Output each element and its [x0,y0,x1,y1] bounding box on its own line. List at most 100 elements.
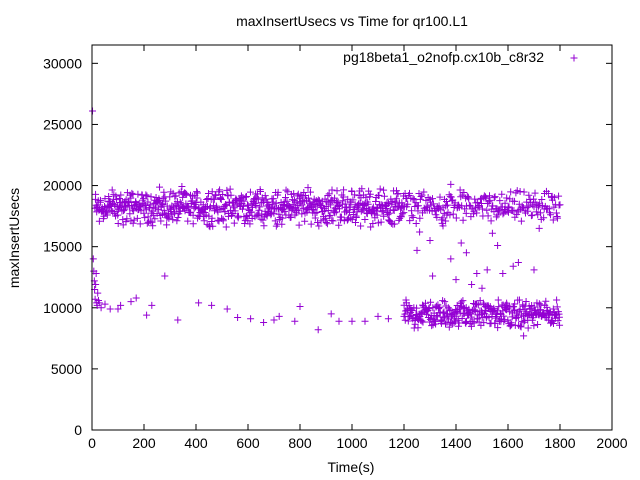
data-point [520,318,528,326]
x-tick-label: 1200 [388,435,419,451]
data-point [97,304,105,312]
data-point [443,197,451,205]
data-point [120,207,128,215]
data-point [412,220,420,228]
data-point [380,212,388,220]
data-point [527,212,535,220]
data-point [526,305,534,313]
data-point [516,187,524,195]
data-point [543,303,551,311]
data-point [461,205,469,213]
data-point [508,321,516,329]
data-point [237,192,245,200]
data-point [457,193,465,201]
data-point [511,213,519,221]
data-point [103,211,111,219]
data-point [414,324,422,332]
data-point [208,214,216,222]
data-point [313,208,321,216]
data-point [248,208,256,216]
data-point [398,199,406,207]
data-point [117,191,125,199]
data-point [365,187,373,195]
data-point [314,218,322,226]
data-point [465,201,473,209]
data-point [136,220,144,228]
data-point [263,212,271,220]
data-point [435,305,443,313]
data-point [418,317,426,325]
data-point [475,318,483,326]
data-point [452,214,460,222]
data-point [467,202,475,210]
data-point [304,194,312,202]
data-point [554,317,562,325]
data-point [549,305,557,313]
data-point [409,214,417,222]
data-point [143,311,151,319]
data-point [362,193,370,201]
data-point [485,198,493,206]
data-point [174,316,182,324]
data-point [494,211,502,219]
data-point [479,299,487,307]
data-point [183,190,191,198]
data-point [333,187,341,195]
legend-label: pg18beta1_o2nofp.cx10b_c8r32 [343,49,544,65]
data-point [122,218,130,226]
data-point [149,211,157,219]
data-point [388,198,396,206]
data-point [491,193,499,201]
data-point [234,314,242,322]
data-point [301,217,309,225]
data-point [349,196,357,204]
data-point [322,219,330,227]
data-point [322,203,330,211]
data-point [520,188,528,196]
data-point [544,189,552,197]
data-point [455,322,463,330]
data-point [462,209,470,217]
data-point [427,298,435,306]
data-point [550,194,558,202]
data-point [447,180,455,188]
data-point [242,192,250,200]
data-point [329,217,337,225]
data-point [534,203,542,211]
data-point [291,317,299,325]
data-point [494,207,502,215]
data-point [429,200,437,208]
data-point [275,312,283,320]
y-tick-label: 20000 [43,178,82,194]
data-point [283,197,291,205]
data-point [494,241,502,249]
data-point [204,189,212,197]
data-point [206,203,214,211]
data-point [148,207,156,215]
data-point [549,216,557,224]
data-point [281,207,289,215]
data-point [426,237,434,245]
data-point [282,186,290,194]
data-point [242,213,250,221]
data-point [406,189,414,197]
data-point [457,298,465,306]
data-point [155,195,163,203]
data-point [404,200,412,208]
data-point [108,186,116,194]
data-point [114,305,122,313]
data-point [459,297,467,305]
data-point [247,315,255,323]
data-point [325,212,333,220]
data-point [307,220,315,228]
data-point [106,305,114,313]
data-point [260,318,268,326]
y-tick-label: 30000 [43,55,82,71]
data-point [523,203,531,211]
data-point [555,313,563,321]
data-point [212,191,220,199]
data-point [509,262,517,270]
data-point [195,299,203,307]
data-point [197,206,205,214]
data-point [295,221,303,229]
